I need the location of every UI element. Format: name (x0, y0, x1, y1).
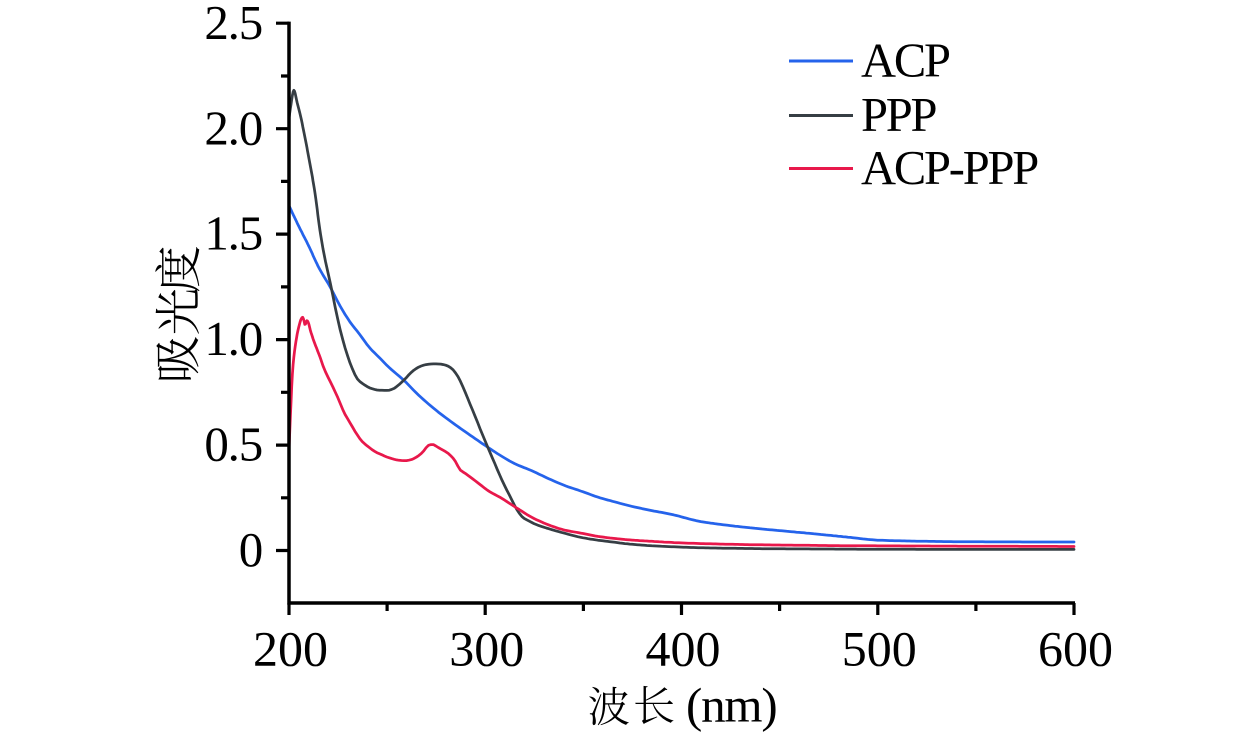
svg-text:1.5: 1.5 (204, 206, 262, 261)
svg-text:0.5: 0.5 (204, 417, 262, 472)
svg-text:ACP: ACP (861, 35, 950, 88)
svg-text:2.0: 2.0 (204, 100, 262, 155)
svg-text:600: 600 (1038, 621, 1113, 677)
svg-text:200: 200 (253, 621, 328, 677)
svg-text:2.5: 2.5 (204, 0, 262, 50)
svg-text:500: 500 (842, 621, 917, 677)
svg-text:(nm): (nm) (686, 678, 776, 733)
svg-text:ACP-PPP: ACP-PPP (861, 142, 1038, 195)
svg-text:300: 300 (449, 621, 524, 677)
svg-text:PPP: PPP (861, 89, 937, 142)
svg-text:400: 400 (646, 621, 721, 677)
svg-text:0: 0 (239, 522, 262, 577)
svg-text:1.0: 1.0 (204, 311, 262, 366)
